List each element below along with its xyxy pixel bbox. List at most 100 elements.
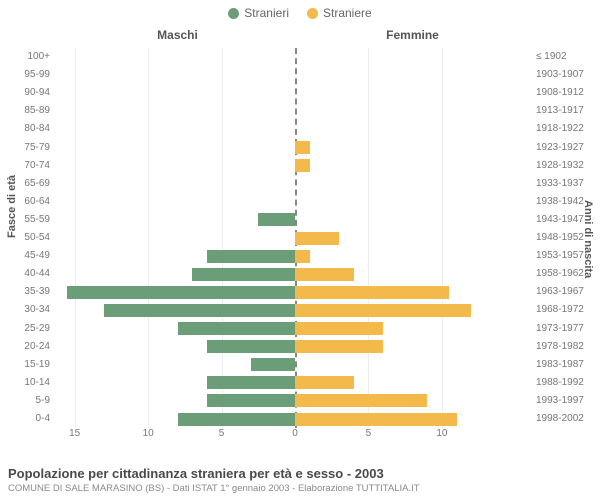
age-label: 45-49 — [0, 247, 50, 265]
column-header-male: Maschi — [60, 28, 295, 42]
age-row — [60, 48, 530, 66]
bar-male — [207, 394, 295, 407]
bar-male — [178, 322, 296, 335]
legend-female-label: Straniere — [323, 6, 372, 20]
age-labels: 100+95-9990-9485-8980-8475-7970-7465-696… — [0, 48, 56, 428]
bar-male — [207, 376, 295, 389]
age-label: 0-4 — [0, 410, 50, 428]
birth-label: 1938-1942 — [536, 193, 598, 211]
legend-male-label: Stranieri — [244, 6, 289, 20]
chart-title: Popolazione per cittadinanza straniera p… — [8, 466, 592, 481]
birth-label: 1928-1932 — [536, 157, 598, 175]
age-row — [60, 66, 530, 84]
bar-female — [295, 394, 427, 407]
bar-female — [295, 232, 339, 245]
age-row — [60, 320, 530, 338]
age-row — [60, 392, 530, 410]
age-row — [60, 175, 530, 193]
bar-female — [295, 159, 310, 172]
age-label: 80-84 — [0, 120, 50, 138]
age-label: 50-54 — [0, 229, 50, 247]
bar-female — [295, 141, 310, 154]
age-row — [60, 120, 530, 138]
column-header-female: Femmine — [295, 28, 530, 42]
bar-female — [295, 250, 310, 263]
age-row — [60, 247, 530, 265]
legend-female-swatch — [307, 8, 318, 19]
x-tick-label: 10 — [143, 428, 154, 439]
age-label: 65-69 — [0, 175, 50, 193]
age-label: 35-39 — [0, 283, 50, 301]
x-tick-label: 5 — [366, 428, 372, 439]
age-label: 55-59 — [0, 211, 50, 229]
bar-male — [207, 340, 295, 353]
birth-label: 1953-1957 — [536, 247, 598, 265]
birth-label: 1978-1982 — [536, 338, 598, 356]
age-label: 85-89 — [0, 102, 50, 120]
age-label: 25-29 — [0, 320, 50, 338]
age-label: 95-99 — [0, 66, 50, 84]
age-label: 70-74 — [0, 157, 50, 175]
age-label: 90-94 — [0, 84, 50, 102]
birth-label: 1923-1927 — [536, 139, 598, 157]
age-label: 75-79 — [0, 139, 50, 157]
age-row — [60, 265, 530, 283]
age-row — [60, 283, 530, 301]
bar-female — [295, 413, 457, 426]
chart-subtitle: COMUNE DI SALE MARASINO (BS) - Dati ISTA… — [8, 483, 592, 494]
age-label: 60-64 — [0, 193, 50, 211]
legend-male-swatch — [228, 8, 239, 19]
age-label: 40-44 — [0, 265, 50, 283]
bar-male — [104, 304, 295, 317]
age-row — [60, 338, 530, 356]
age-row — [60, 157, 530, 175]
bar-female — [295, 340, 383, 353]
bar-female — [295, 376, 354, 389]
birth-labels: ≤ 19021903-19071908-19121913-19171918-19… — [534, 48, 598, 428]
age-label: 100+ — [0, 48, 50, 66]
age-row — [60, 193, 530, 211]
birth-label: 1988-1992 — [536, 374, 598, 392]
age-label: 20-24 — [0, 338, 50, 356]
birth-label: ≤ 1902 — [536, 48, 598, 66]
bar-male — [178, 413, 296, 426]
age-row — [60, 102, 530, 120]
birth-label: 1913-1917 — [536, 102, 598, 120]
birth-label: 1983-1987 — [536, 356, 598, 374]
birth-label: 1908-1912 — [536, 84, 598, 102]
birth-label: 1958-1962 — [536, 265, 598, 283]
birth-label: 1943-1947 — [536, 211, 598, 229]
age-row — [60, 229, 530, 247]
birth-label: 1948-1952 — [536, 229, 598, 247]
age-row — [60, 211, 530, 229]
x-tick-label: 10 — [436, 428, 447, 439]
legend: Stranieri Straniere — [0, 0, 600, 20]
bar-male — [192, 268, 295, 281]
birth-label: 1998-2002 — [536, 410, 598, 428]
x-axis-ticks: 151050510 — [60, 428, 530, 444]
bar-female — [295, 268, 354, 281]
age-label: 15-19 — [0, 356, 50, 374]
birth-label: 1933-1937 — [536, 175, 598, 193]
bar-male — [207, 250, 295, 263]
legend-male: Stranieri — [228, 6, 289, 20]
bar-female — [295, 286, 449, 299]
age-label: 5-9 — [0, 392, 50, 410]
bar-male — [251, 358, 295, 371]
age-row — [60, 410, 530, 428]
age-row — [60, 139, 530, 157]
birth-label: 1903-1907 — [536, 66, 598, 84]
age-label: 30-34 — [0, 301, 50, 319]
chart-area: Maschi Femmine — [60, 28, 530, 448]
age-row — [60, 356, 530, 374]
x-tick-label: 5 — [219, 428, 225, 439]
birth-label: 1963-1967 — [536, 283, 598, 301]
birth-label: 1968-1972 — [536, 301, 598, 319]
birth-label: 1973-1977 — [536, 320, 598, 338]
birth-label: 1918-1922 — [536, 120, 598, 138]
bar-female — [295, 322, 383, 335]
age-row — [60, 301, 530, 319]
plot — [60, 48, 530, 428]
bar-female — [295, 304, 471, 317]
bar-male — [67, 286, 295, 299]
